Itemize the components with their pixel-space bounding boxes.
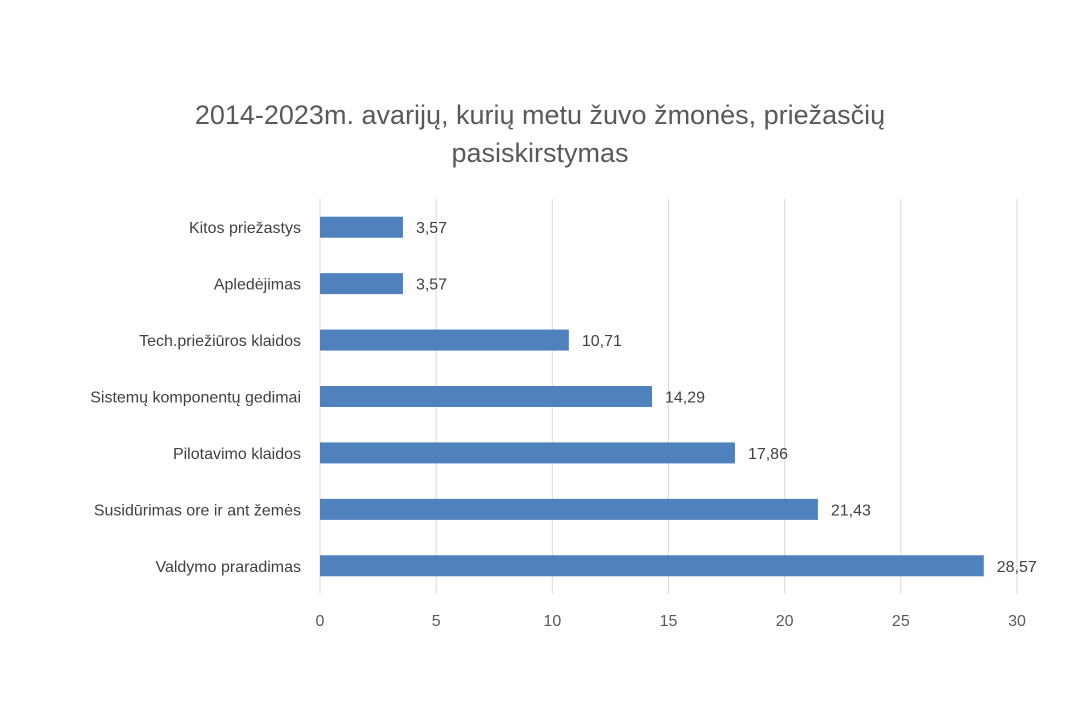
x-tick-label: 10: [543, 613, 561, 630]
value-label: 21,43: [831, 502, 871, 519]
category-label: Sistemų komponentų gedimai: [90, 390, 301, 407]
bars: [320, 216, 984, 577]
value-label: 3,57: [416, 220, 447, 237]
x-tick-label: 30: [1008, 613, 1026, 630]
category-label: Pilotavimo klaidos: [173, 446, 301, 463]
value-label: 17,86: [748, 446, 788, 463]
x-tick-label: 15: [660, 613, 678, 630]
bar: [320, 216, 403, 238]
bar: [320, 442, 735, 464]
chart-title-line-2: pasiskirstymas: [451, 138, 629, 168]
value-label: 28,57: [997, 559, 1037, 576]
value-label: 14,29: [665, 390, 705, 407]
value-label: 10,71: [582, 333, 622, 350]
x-tick-label: 0: [316, 613, 325, 630]
category-label: Apledėjimas: [214, 277, 301, 294]
category-label: Susidūrimas ore ir ant žemės: [94, 502, 301, 519]
x-tick-label: 25: [892, 613, 910, 630]
category-label: Tech.priežiūros klaidos: [139, 333, 301, 350]
value-labels: 3,57 3,57 10,71 14,29 17,86 21,43 28,57: [416, 220, 1037, 576]
chart-title-line-1: 2014-2023m. avarijų, kurių metu žuvo žmo…: [194, 100, 886, 130]
bar: [320, 386, 653, 407]
value-label: 3,57: [416, 277, 447, 294]
bar: [320, 498, 818, 520]
category-label: Valdymo praradimas: [155, 559, 301, 576]
x-axis-tick-labels: 0 5 10 15 20 25 30: [316, 613, 1026, 630]
category-labels: Kitos priežastys Apledėjimas Tech.priežiūr…: [90, 220, 301, 576]
category-label: Kitos priežastys: [189, 220, 301, 237]
x-tick-label: 20: [776, 613, 794, 630]
bar: [320, 329, 569, 351]
x-tick-label: 5: [432, 613, 441, 630]
bar: [320, 273, 403, 295]
bar: [320, 555, 984, 577]
chart-title: 2014-2023m. avarijų, kurių metu žuvo žmo…: [0, 96, 1080, 172]
